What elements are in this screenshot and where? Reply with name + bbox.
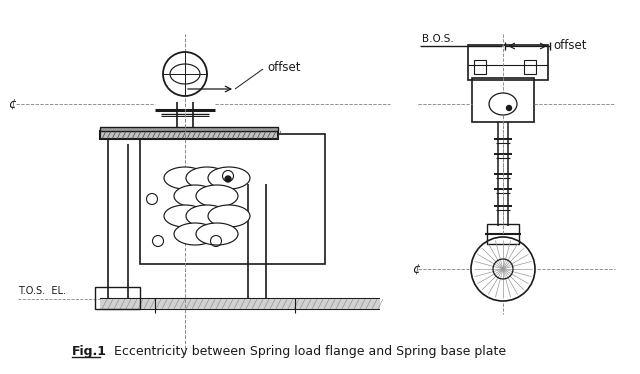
Text: ¢: ¢ [8, 98, 16, 110]
Bar [100, 131, 278, 139]
Ellipse shape [186, 167, 228, 189]
Ellipse shape [208, 167, 250, 189]
Ellipse shape [196, 185, 238, 207]
Ellipse shape [174, 223, 216, 245]
Ellipse shape [208, 205, 250, 227]
Text: Eccentricity between Spring load flange and Spring base plate: Eccentricity between Spring load flange … [102, 346, 506, 359]
Ellipse shape [186, 205, 228, 227]
Bar [468, 45, 548, 80]
Bar [474, 60, 486, 74]
Circle shape [225, 176, 231, 182]
Text: offset: offset [267, 61, 301, 74]
Bar [140, 134, 325, 264]
Text: ¢: ¢ [412, 263, 420, 276]
Ellipse shape [174, 185, 216, 207]
Text: offset: offset [553, 39, 586, 52]
Ellipse shape [489, 93, 517, 115]
Text: B.O.S.: B.O.S. [422, 34, 454, 44]
Ellipse shape [164, 167, 206, 189]
Text: Fig.1: Fig.1 [72, 346, 107, 359]
Ellipse shape [164, 205, 206, 227]
Bar [472, 78, 534, 122]
Bar [100, 127, 278, 131]
Ellipse shape [196, 223, 238, 245]
Circle shape [506, 105, 511, 110]
Bar [524, 60, 536, 74]
Bar [100, 299, 380, 309]
Bar [487, 224, 519, 244]
Text: T.O.S.  EL.: T.O.S. EL. [18, 286, 66, 296]
Bar [95, 287, 140, 309]
